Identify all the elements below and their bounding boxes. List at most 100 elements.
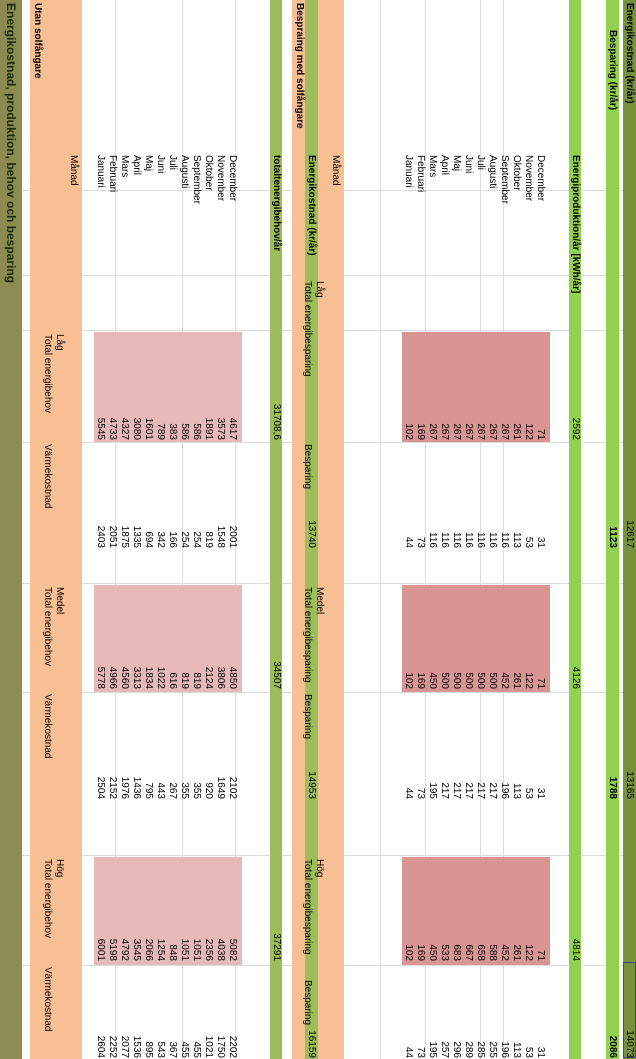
low-demand: 789 bbox=[155, 423, 166, 440]
production-high: 4814 bbox=[570, 938, 581, 961]
low-besparing: 116 bbox=[427, 532, 438, 548]
with-month: Maj bbox=[451, 155, 462, 172]
high-besparing: 257 bbox=[439, 1041, 450, 1058]
high-besparing: 195 bbox=[427, 1041, 438, 1058]
high-demand: 1051 bbox=[191, 938, 202, 961]
high-demand: 1254 bbox=[155, 938, 166, 961]
low-saving: 102 bbox=[403, 423, 414, 440]
low-demand: 383 bbox=[167, 423, 178, 440]
high-besparing: 196 bbox=[499, 1041, 510, 1058]
low-besparing: 73 bbox=[415, 536, 426, 548]
low-besparing: 53 bbox=[523, 536, 534, 548]
mid-cost: 443 bbox=[155, 782, 166, 799]
low-demand: 1891 bbox=[203, 417, 214, 440]
mid-saving: 500 bbox=[439, 672, 450, 689]
mid-saving: 500 bbox=[451, 672, 462, 689]
mid-demand: 819 bbox=[179, 672, 190, 689]
mid-cost: 1976 bbox=[119, 776, 130, 799]
without-month: Februari bbox=[107, 155, 118, 193]
besparing-high: 2086 bbox=[607, 1035, 618, 1058]
high-besparing: 44 bbox=[403, 1046, 414, 1058]
high-saving: 169 bbox=[415, 944, 426, 961]
high-saving: 683 bbox=[451, 944, 462, 961]
low-besparing: 116 bbox=[475, 532, 486, 548]
low-cost: 2403 bbox=[95, 525, 106, 548]
high-cost: 1021 bbox=[203, 1035, 214, 1058]
low-demand: 1601 bbox=[143, 417, 154, 440]
without-month: Oktober bbox=[203, 155, 214, 191]
high-demand: 1051 bbox=[179, 938, 190, 961]
high-demand: 5082 bbox=[227, 938, 238, 961]
low-saving: 267 bbox=[475, 423, 486, 440]
high-cost: 2202 bbox=[227, 1035, 238, 1058]
mid-cost: 795 bbox=[143, 782, 154, 799]
high-besparing: 255 bbox=[487, 1041, 498, 1058]
with-month: Oktober bbox=[511, 155, 522, 191]
with-besparing-header-mid: Besparing bbox=[302, 694, 313, 740]
low-demand: 586 bbox=[191, 423, 202, 440]
without-section-label: Utan solfångare bbox=[32, 3, 43, 79]
total-demand-high: 37291 bbox=[271, 933, 282, 961]
mid-demand: 3313 bbox=[131, 666, 142, 689]
high-saving: 71 bbox=[535, 949, 546, 961]
with-level-high: Hög bbox=[314, 859, 325, 878]
mid-besparing: 44 bbox=[403, 787, 414, 799]
mid-demand: 1834 bbox=[143, 666, 154, 689]
energy-cost-label: Energikostnad (kr/år) bbox=[306, 155, 317, 256]
high-saving: 667 bbox=[463, 944, 474, 961]
low-cost: 342 bbox=[155, 531, 166, 548]
low-saving: 169 bbox=[415, 423, 426, 440]
production-label: Energiproduktion/år [kWh/år] bbox=[570, 155, 581, 294]
low-demand: 586 bbox=[179, 423, 190, 440]
without-demand-header-mid: Total energibehov bbox=[42, 587, 53, 666]
high-cost: 2604 bbox=[95, 1035, 106, 1058]
high-cost: 1536 bbox=[131, 1035, 142, 1058]
with-month: September bbox=[499, 155, 510, 204]
low-demand: 3080 bbox=[131, 417, 142, 440]
high-demand: 4038 bbox=[215, 938, 226, 961]
mid-cost: 267 bbox=[167, 782, 178, 799]
low-demand: 5545 bbox=[95, 417, 106, 440]
high-demand: 848 bbox=[167, 944, 178, 961]
mid-besparing: 73 bbox=[415, 787, 426, 799]
with-month: April bbox=[439, 155, 450, 176]
energy-cost-with-low: 12617 bbox=[624, 520, 635, 548]
low-besparing: 116 bbox=[499, 532, 510, 548]
high-besparing: 31 bbox=[535, 1046, 546, 1058]
mid-demand: 3806 bbox=[215, 666, 226, 689]
high-saving: 533 bbox=[439, 944, 450, 961]
low-besparing: 116 bbox=[487, 532, 498, 548]
with-month-header: Månad bbox=[330, 155, 341, 186]
low-besparing: 116 bbox=[463, 532, 474, 548]
with-month: November bbox=[523, 155, 534, 202]
mid-besparing: 217 bbox=[439, 782, 450, 799]
mid-saving: 500 bbox=[487, 672, 498, 689]
energy-cost-mid: 14953 bbox=[306, 771, 317, 799]
low-saving: 267 bbox=[463, 423, 474, 440]
without-cost-header-high: Värmekostnad bbox=[42, 967, 53, 1032]
high-demand: 4792 bbox=[119, 938, 130, 961]
low-besparing: 116 bbox=[451, 532, 462, 548]
with-saving-header-low: Total energibesparing bbox=[302, 281, 313, 377]
mid-saving: 102 bbox=[403, 672, 414, 689]
low-cost: 1875 bbox=[119, 525, 130, 548]
mid-saving: 500 bbox=[463, 672, 474, 689]
high-saving: 658 bbox=[475, 944, 486, 961]
mid-besparing: 196 bbox=[499, 782, 510, 799]
without-month: September bbox=[191, 155, 202, 204]
production-mid: 4126 bbox=[570, 666, 581, 689]
with-level-mid: Medel bbox=[314, 587, 325, 615]
low-cost: 254 bbox=[191, 531, 202, 548]
high-saving: 122 bbox=[523, 944, 534, 961]
low-saving: 267 bbox=[439, 423, 450, 440]
high-saving: 452 bbox=[499, 944, 510, 961]
mid-demand: 819 bbox=[191, 672, 202, 689]
with-month: Mars bbox=[427, 155, 438, 178]
mid-saving: 261 bbox=[511, 672, 522, 689]
high-cost: 543 bbox=[155, 1041, 166, 1058]
total-demand-mid: 34507 bbox=[271, 661, 282, 689]
without-month: November bbox=[215, 155, 226, 202]
mid-saving: 452 bbox=[499, 672, 510, 689]
mid-saving: 169 bbox=[415, 672, 426, 689]
